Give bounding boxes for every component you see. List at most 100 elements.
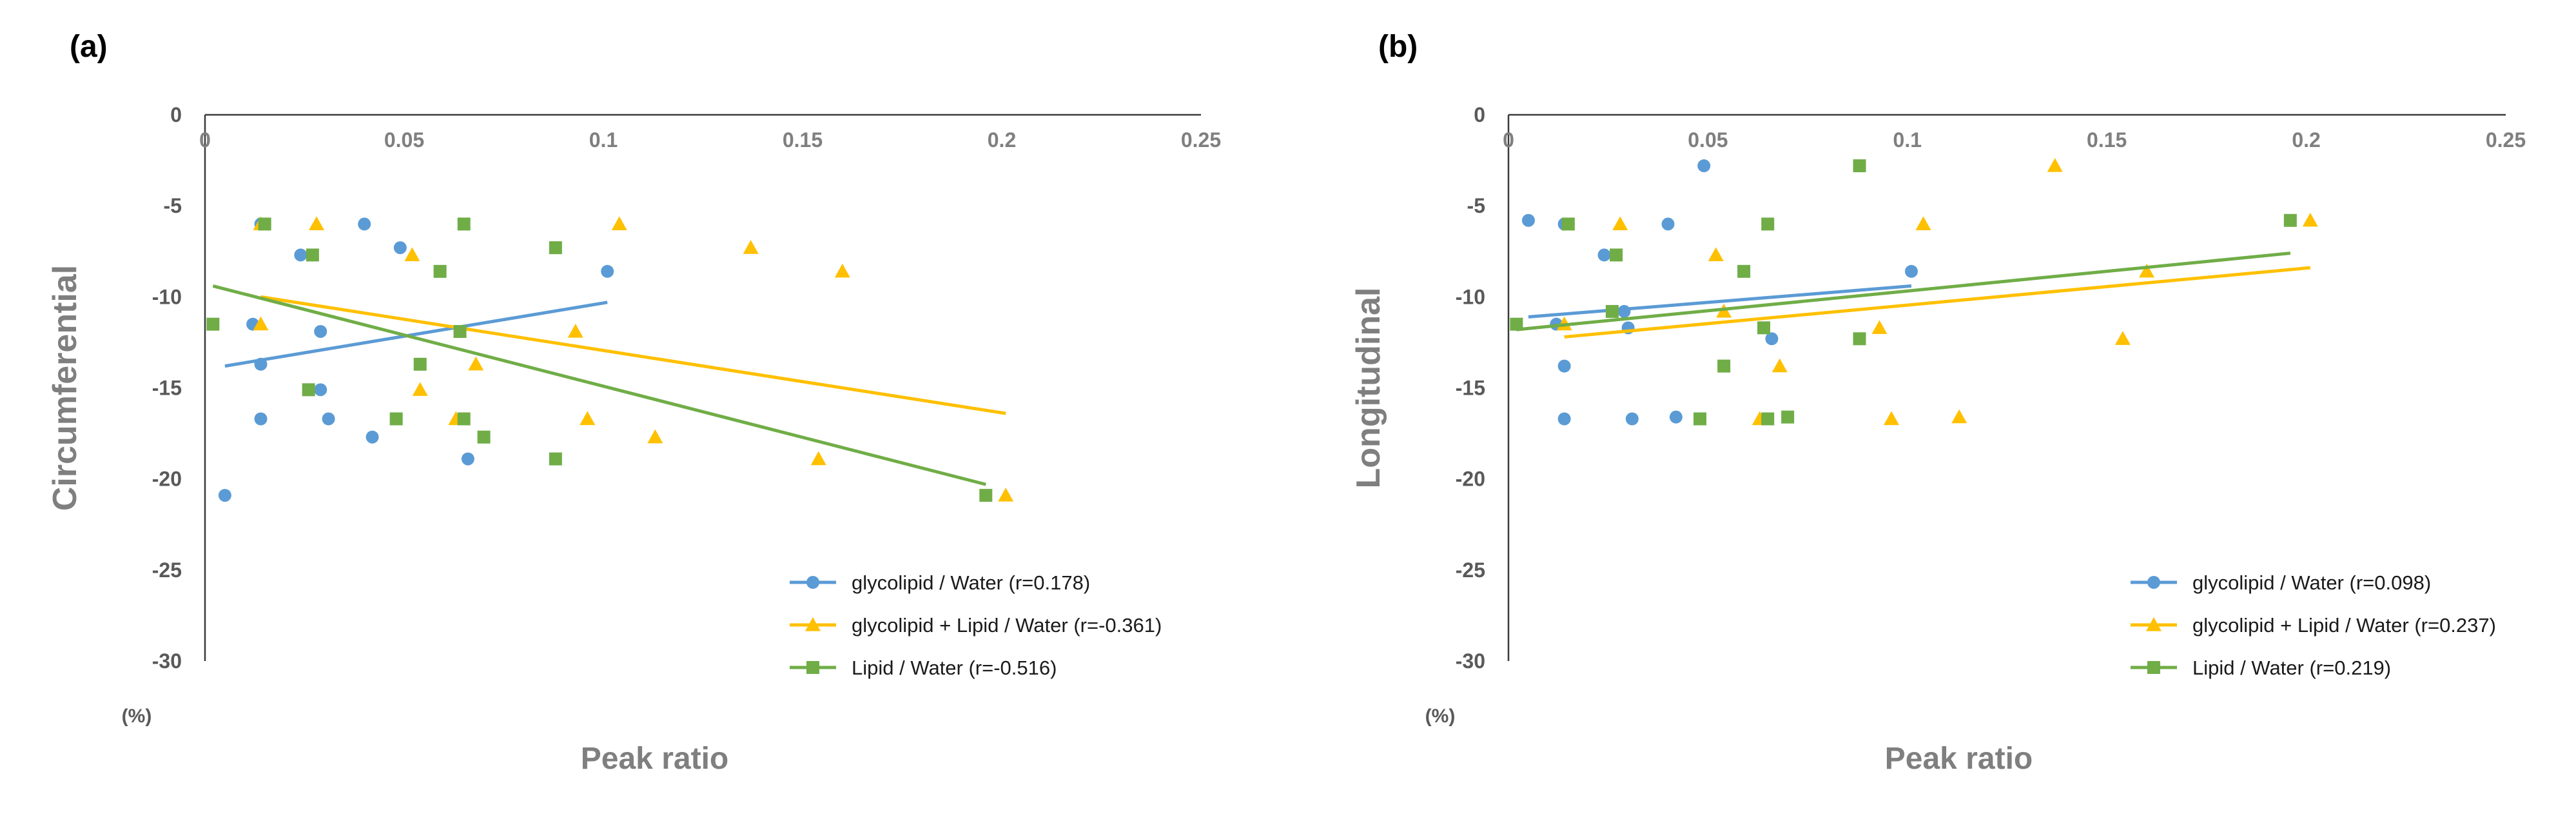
data-point [457, 217, 471, 231]
legend-entry: glycolipid + Lipid / Water (r=-0.361) [790, 614, 1162, 637]
x-axis-title: Peak ratio [1885, 742, 2033, 776]
data-point [1761, 217, 1775, 231]
data-point [1853, 159, 1866, 173]
legend-marker-circle [2147, 576, 2160, 589]
series-square [206, 217, 993, 502]
data-point [1884, 411, 1900, 426]
y-tick-label: -5 [1467, 194, 1485, 217]
series-circle [218, 217, 614, 502]
series-square [1510, 159, 2297, 426]
data-point [743, 240, 759, 254]
y-tick-label: -30 [1456, 649, 1485, 673]
data-point [468, 356, 484, 371]
data-point [580, 411, 596, 426]
data-point [2139, 263, 2155, 278]
trendline [1564, 266, 2311, 339]
data-point [1557, 412, 1571, 426]
data-point [1915, 216, 1931, 230]
data-point [1625, 412, 1639, 426]
x-tick-label: 0.1 [589, 128, 618, 152]
unit-label: (%) [122, 706, 152, 727]
data-point [647, 429, 663, 444]
data-point [477, 430, 491, 444]
data-point [1771, 358, 1788, 373]
data-point [1904, 264, 1918, 278]
trendline [224, 301, 608, 368]
y-tick-label: -25 [1456, 558, 1485, 582]
data-point [1669, 410, 1683, 424]
data-point [549, 241, 562, 255]
legend-label: glycolipid + Lipid / Water (r=-0.361) [852, 614, 1162, 637]
x-tick-label: 0.15 [2087, 128, 2127, 152]
data-point [2302, 212, 2318, 227]
data-point [1697, 159, 1711, 173]
data-point [294, 248, 307, 262]
y-tick-label: -10 [1456, 285, 1485, 308]
series-circle [1521, 159, 1918, 426]
x-tick-label: 0.2 [988, 128, 1016, 152]
y-tick-label: -5 [164, 194, 182, 217]
data-point [306, 248, 319, 262]
data-point [611, 216, 627, 230]
data-point [1605, 304, 1619, 318]
legend-entry: glycolipid / Water (r=0.178) [790, 571, 1090, 594]
x-tick-label: 0.1 [1893, 128, 1922, 152]
y-tick-label: -10 [152, 285, 182, 308]
data-point [549, 452, 562, 466]
x-tick-label: 0.15 [783, 128, 823, 152]
y-tick-label: -20 [1456, 468, 1485, 491]
data-point [567, 323, 583, 338]
y-axis-title: Longitudinal [1350, 288, 1387, 489]
data-point [1757, 321, 1771, 335]
legend-entry: glycolipid / Water (r=0.098) [2131, 571, 2431, 594]
data-point [1597, 248, 1611, 262]
series-triangle [253, 216, 1014, 502]
data-point [1561, 217, 1575, 231]
data-point [1610, 248, 1623, 262]
data-point [1761, 412, 1775, 426]
data-point [1617, 304, 1631, 318]
data-point [1521, 213, 1535, 227]
trendline [212, 284, 986, 486]
data-point [1737, 264, 1751, 278]
data-point [1781, 410, 1795, 424]
legend-label: Lipid / Water (r=0.219) [2192, 657, 2391, 679]
data-point [314, 383, 327, 397]
x-tick-label: 0 [1503, 128, 1514, 152]
legend-label: Lipid / Water (r=-0.516) [852, 657, 1057, 679]
data-point [2283, 213, 2297, 227]
data-point [601, 264, 614, 278]
x-tick-label: 0.05 [1688, 128, 1728, 152]
data-point [389, 412, 403, 426]
legend-entry: glycolipid + Lipid / Water (r=0.237) [2131, 614, 2496, 637]
data-point [1510, 317, 1523, 331]
data-point [1717, 359, 1731, 373]
unit-label: (%) [1425, 706, 1456, 727]
data-point [412, 382, 428, 396]
data-point [258, 217, 271, 231]
data-point [404, 247, 420, 261]
legend-marker-triangle [2146, 617, 2161, 631]
data-point [413, 357, 427, 371]
y-tick-label: -20 [152, 468, 182, 491]
legend-entry: Lipid / Water (r=-0.516) [790, 657, 1057, 679]
data-point [254, 412, 268, 426]
data-point [979, 489, 993, 502]
y-tick-label: -25 [152, 558, 182, 582]
data-point [206, 317, 220, 331]
data-point [457, 412, 471, 426]
data-point [998, 488, 1014, 502]
data-point [309, 216, 325, 230]
trendline [1516, 252, 2291, 331]
data-point [1853, 332, 1866, 346]
data-point [322, 412, 335, 426]
x-tick-label: 0.25 [1181, 128, 1221, 152]
data-point [433, 264, 447, 278]
y-axis-title: Circumferential [46, 265, 84, 511]
data-point [1708, 247, 1724, 261]
legend-marker-square [2147, 661, 2160, 674]
data-point [1661, 217, 1675, 231]
x-axis-title: Peak ratio [581, 742, 728, 776]
legend-marker-circle [806, 576, 819, 589]
y-tick-label: 0 [1474, 103, 1485, 126]
